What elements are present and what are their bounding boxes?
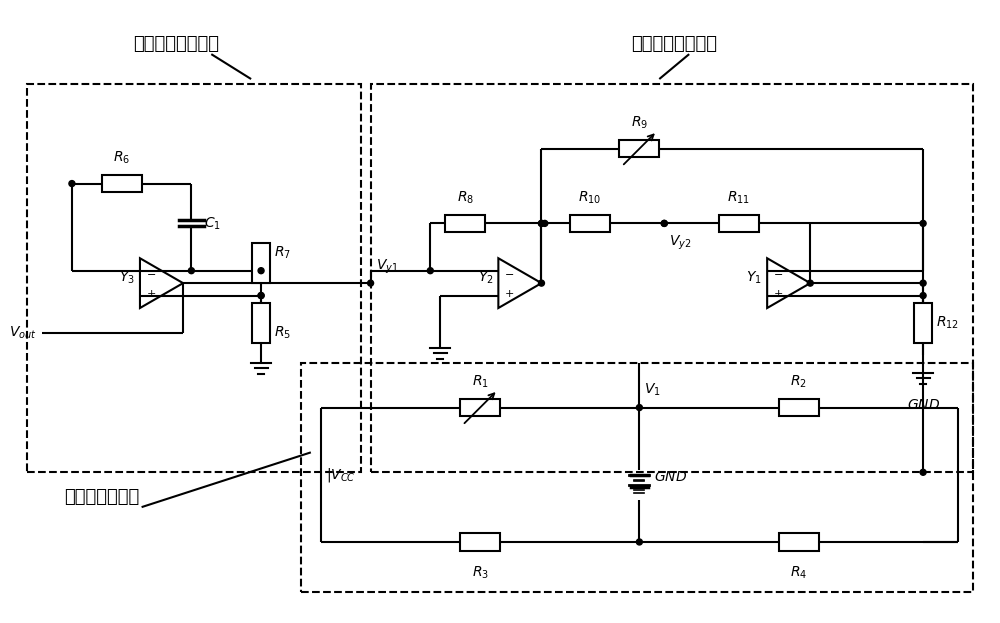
Bar <box>719 215 759 232</box>
Text: $|V_{CC}$: $|V_{CC}$ <box>326 466 356 484</box>
Text: $R_5$: $R_5$ <box>274 325 291 341</box>
Text: 二级放大滤波电路: 二级放大滤波电路 <box>133 35 219 53</box>
Text: $V_1$: $V_1$ <box>644 381 661 397</box>
Bar <box>779 533 819 551</box>
Circle shape <box>920 469 926 475</box>
Text: $V_{y2}$: $V_{y2}$ <box>669 234 692 252</box>
Text: $R_2$: $R_2$ <box>790 374 807 390</box>
Bar <box>102 175 142 193</box>
Bar <box>301 363 973 592</box>
Text: $R_{11}$: $R_{11}$ <box>727 189 750 206</box>
Text: $R_9$: $R_9$ <box>631 115 648 131</box>
Circle shape <box>258 293 264 298</box>
Text: $-$: $-$ <box>146 268 156 278</box>
Bar <box>570 215 610 232</box>
Circle shape <box>636 539 642 545</box>
Text: $-$: $-$ <box>504 268 514 278</box>
Text: $-$: $-$ <box>773 268 783 278</box>
Text: $R_6$: $R_6$ <box>113 150 130 166</box>
Text: $GND$: $GND$ <box>654 470 687 484</box>
Text: $R_8$: $R_8$ <box>457 189 474 206</box>
Bar <box>252 303 270 343</box>
Text: $C_1$: $C_1$ <box>204 215 221 232</box>
Text: $+$: $+$ <box>773 288 783 298</box>
Bar <box>252 244 270 283</box>
Bar <box>27 84 361 472</box>
Text: $Y_1$: $Y_1$ <box>746 270 762 287</box>
Text: $R_{12}$: $R_{12}$ <box>936 315 959 331</box>
Circle shape <box>368 280 374 286</box>
Text: $R_1$: $R_1$ <box>472 374 489 390</box>
Circle shape <box>661 221 667 226</box>
Text: $R_3$: $R_3$ <box>472 564 489 581</box>
Circle shape <box>258 268 264 273</box>
Text: $V_{out}$: $V_{out}$ <box>9 325 37 341</box>
Text: $Y_3$: $Y_3$ <box>119 270 135 287</box>
Text: $R_7$: $R_7$ <box>274 245 291 262</box>
Text: $R_4$: $R_4$ <box>790 564 807 581</box>
Text: $GND$: $GND$ <box>907 397 940 412</box>
Circle shape <box>538 221 544 226</box>
Text: 惠斯通电桥电路: 惠斯通电桥电路 <box>64 488 139 506</box>
Circle shape <box>636 404 642 411</box>
Bar <box>371 84 973 472</box>
Bar <box>619 140 659 158</box>
Circle shape <box>920 293 926 298</box>
Text: 一级放大滤波电路: 一级放大滤波电路 <box>631 35 717 53</box>
Bar <box>914 303 932 343</box>
Circle shape <box>69 181 75 186</box>
Circle shape <box>538 221 544 226</box>
Circle shape <box>807 280 813 286</box>
Text: $+$: $+$ <box>504 288 514 298</box>
Bar <box>779 399 819 416</box>
Circle shape <box>258 293 264 298</box>
Circle shape <box>538 280 544 286</box>
Circle shape <box>427 268 433 273</box>
Bar <box>460 399 500 416</box>
Circle shape <box>920 221 926 226</box>
Circle shape <box>920 280 926 286</box>
Text: $V_{y1}$: $V_{y1}$ <box>376 257 398 275</box>
Circle shape <box>661 221 667 226</box>
Text: $Y_2$: $Y_2$ <box>478 270 493 287</box>
Text: $+$: $+$ <box>146 288 156 298</box>
Bar <box>460 533 500 551</box>
Circle shape <box>542 221 548 226</box>
Text: $R_{10}$: $R_{10}$ <box>578 189 601 206</box>
Bar <box>445 215 485 232</box>
Circle shape <box>188 268 194 273</box>
